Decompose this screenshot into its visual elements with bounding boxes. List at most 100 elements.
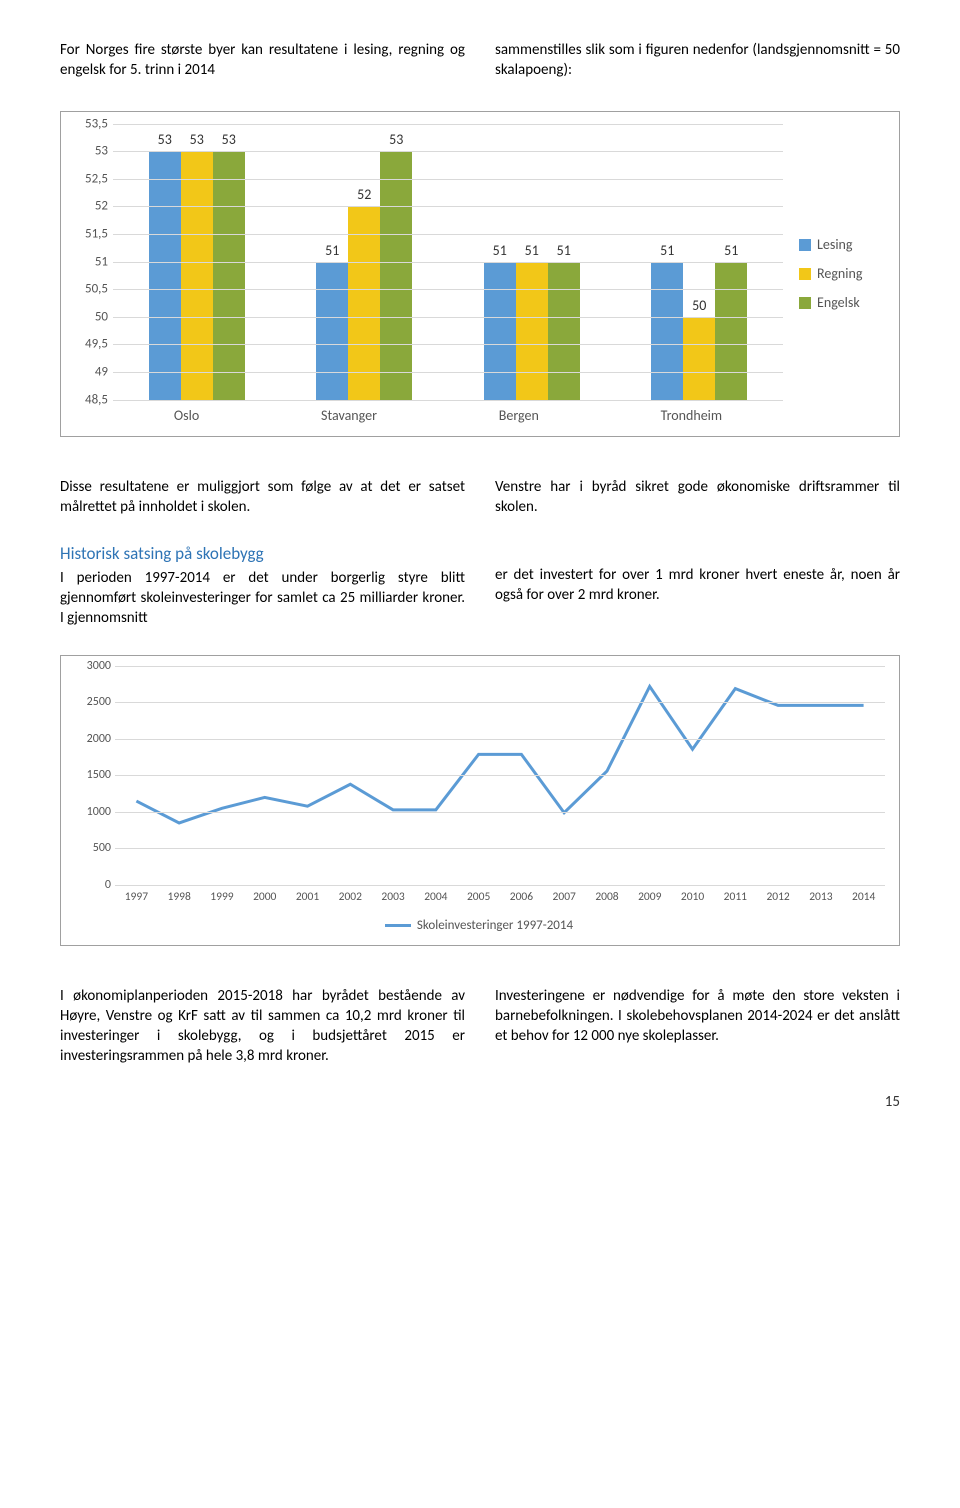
bar-chart-area: 535353515253515151515051 48,54949,55050,… xyxy=(73,124,783,424)
gridline xyxy=(113,179,783,180)
y-tick-label: 2000 xyxy=(73,732,111,746)
bar-value-label: 53 xyxy=(222,131,236,148)
x-tick-label: Stavanger xyxy=(321,407,377,424)
gridline xyxy=(113,206,783,207)
line-series xyxy=(136,686,863,823)
closing-left: I økonomiplanperioden 2015-2018 har byrå… xyxy=(60,986,465,1067)
line-xaxis: 1997199819992000200120022003200420052006… xyxy=(115,886,885,904)
x-tick-label: 1999 xyxy=(201,890,244,904)
intro-left: For Norges fire største byer kan resulta… xyxy=(60,40,465,81)
bar-legend: Lesing Regning Engelsk xyxy=(783,124,883,424)
line-plot: 050010001500200025003000 xyxy=(115,666,885,886)
closing-columns: I økonomiplanperioden 2015-2018 har byrå… xyxy=(60,986,900,1067)
bar: 53 xyxy=(181,151,213,399)
school-right-col: er det investert for over 1 mrd kroner h… xyxy=(495,543,900,629)
x-tick-label: 2006 xyxy=(500,890,543,904)
x-tick-label: Oslo xyxy=(174,407,199,424)
y-tick-label: 2500 xyxy=(73,695,111,709)
x-tick-label: 2004 xyxy=(414,890,457,904)
school-columns: Historisk satsing på skolebygg I periode… xyxy=(60,543,900,629)
bar: 51 xyxy=(651,262,683,400)
y-tick-label: 51 xyxy=(73,254,108,269)
x-tick-label: Trondheim xyxy=(661,407,722,424)
gridline xyxy=(113,262,783,263)
mid-left: Disse resultatene er muliggjort som følg… xyxy=(60,477,465,518)
gridline xyxy=(113,317,783,318)
bar-value-label: 51 xyxy=(525,242,539,259)
bar: 53 xyxy=(213,151,245,399)
bar-value-label: 52 xyxy=(357,186,371,203)
y-tick-label: 500 xyxy=(73,841,111,855)
x-tick-label: 2014 xyxy=(842,890,885,904)
line-series-name: Skoleinvesteringer 1997-2014 xyxy=(417,918,573,933)
y-tick-label: 49 xyxy=(73,364,108,379)
y-tick-label: 48,5 xyxy=(73,392,108,407)
gridline xyxy=(113,124,783,125)
page-number: 15 xyxy=(60,1093,900,1111)
y-tick-label: 51,5 xyxy=(73,226,108,241)
x-tick-label: 1997 xyxy=(115,890,158,904)
y-tick-label: 53 xyxy=(73,144,108,159)
bar-value-label: 51 xyxy=(325,242,339,259)
line-chart: 050010001500200025003000 199719981999200… xyxy=(60,655,900,946)
legend-swatch xyxy=(799,239,811,251)
mid-columns: Disse resultatene er muliggjort som følg… xyxy=(60,477,900,518)
gridline xyxy=(113,151,783,152)
legend-item: Regning xyxy=(799,265,883,282)
bar: 51 xyxy=(516,262,548,400)
bar-value-label: 53 xyxy=(158,131,172,148)
x-tick-label: 2012 xyxy=(757,890,800,904)
mid-right: Venstre har i byråd sikret gode økonomis… xyxy=(495,477,900,518)
bar: 50 xyxy=(683,317,715,400)
bar-value-label: 50 xyxy=(692,297,706,314)
bar: 51 xyxy=(316,262,348,400)
x-tick-label: 2001 xyxy=(286,890,329,904)
bar: 51 xyxy=(548,262,580,400)
bar: 53 xyxy=(380,151,412,399)
y-tick-label: 49,5 xyxy=(73,337,108,352)
gridline xyxy=(113,234,783,235)
x-tick-label: Bergen xyxy=(499,407,539,424)
bar-value-label: 51 xyxy=(557,242,571,259)
bar-value-label: 51 xyxy=(493,242,507,259)
legend-swatch xyxy=(799,297,811,309)
x-tick-label: 2011 xyxy=(714,890,757,904)
x-tick-label: 2013 xyxy=(800,890,843,904)
gridline xyxy=(113,344,783,345)
bar-chart: 535353515253515151515051 48,54949,55050,… xyxy=(60,111,900,437)
gridline xyxy=(115,739,885,740)
y-tick-label: 3000 xyxy=(73,659,111,673)
y-tick-label: 50 xyxy=(73,309,108,324)
x-tick-label: 2000 xyxy=(243,890,286,904)
gridline xyxy=(113,400,783,401)
y-tick-label: 52 xyxy=(73,199,108,214)
y-tick-label: 50,5 xyxy=(73,282,108,297)
bar: 51 xyxy=(715,262,747,400)
legend-item: Lesing xyxy=(799,236,883,253)
gridline xyxy=(113,372,783,373)
bar: 52 xyxy=(348,206,380,399)
line-legend: Skoleinvesteringer 1997-2014 xyxy=(73,918,885,933)
closing-right: Investeringene er nødvendige for å møte … xyxy=(495,986,900,1067)
gridline xyxy=(115,812,885,813)
bar-value-label: 53 xyxy=(389,131,403,148)
legend-swatch xyxy=(799,268,811,280)
gridline xyxy=(115,775,885,776)
x-tick-label: 2009 xyxy=(628,890,671,904)
line-legend-swatch xyxy=(385,924,411,927)
x-tick-label: 2007 xyxy=(543,890,586,904)
school-heading: Historisk satsing på skolebygg xyxy=(60,543,465,566)
gridline xyxy=(115,666,885,667)
intro-columns: For Norges fire største byer kan resulta… xyxy=(60,40,900,81)
y-tick-label: 52,5 xyxy=(73,171,108,186)
x-tick-label: 2005 xyxy=(457,890,500,904)
gridline xyxy=(113,289,783,290)
y-tick-label: 1000 xyxy=(73,805,111,819)
bar: 53 xyxy=(149,151,181,399)
x-tick-label: 2003 xyxy=(372,890,415,904)
bar-value-label: 53 xyxy=(190,131,204,148)
school-left: I perioden 1997-2014 er det under borger… xyxy=(60,569,465,628)
legend-item: Engelsk xyxy=(799,294,883,311)
y-tick-label: 1500 xyxy=(73,768,111,782)
school-left-col: Historisk satsing på skolebygg I periode… xyxy=(60,543,465,629)
